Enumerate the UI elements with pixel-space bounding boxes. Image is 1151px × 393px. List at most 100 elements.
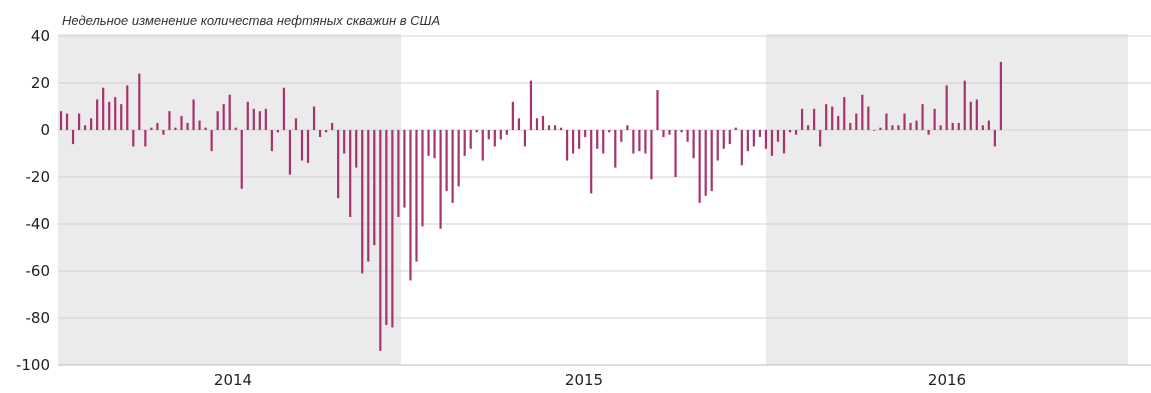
bar [367, 130, 370, 262]
bar [668, 130, 671, 135]
bar [282, 87, 286, 130]
bar [987, 120, 990, 130]
bar [252, 108, 255, 130]
bar [861, 94, 864, 130]
bar [294, 118, 298, 130]
bar [168, 111, 171, 130]
bar [547, 125, 551, 130]
bar [891, 125, 894, 130]
bar [451, 130, 454, 203]
bar [234, 127, 237, 130]
bar [65, 113, 69, 130]
bar [246, 101, 249, 130]
bar [782, 130, 786, 154]
bar [921, 104, 924, 130]
bar [174, 127, 177, 130]
bar [343, 130, 346, 154]
bar [993, 130, 996, 147]
bar [216, 111, 219, 130]
bar [487, 130, 490, 140]
bar [355, 130, 358, 168]
bar [150, 127, 153, 130]
bar [566, 130, 569, 161]
bar [800, 108, 804, 130]
bar [596, 130, 599, 149]
bar [240, 130, 243, 189]
bar [813, 108, 816, 130]
bar [662, 130, 665, 138]
bar [584, 130, 587, 138]
bar [885, 113, 888, 130]
bar [331, 122, 334, 130]
bar [337, 130, 340, 199]
bar [963, 80, 966, 130]
y-tick-label: -100 [16, 356, 50, 374]
bar [578, 130, 581, 149]
bar [969, 101, 972, 130]
bar [650, 130, 653, 180]
bar [957, 122, 960, 130]
bar [788, 130, 792, 133]
bar [409, 130, 412, 281]
bar [825, 104, 828, 130]
bar [180, 115, 183, 130]
bar [807, 125, 810, 130]
y-tick-label: -40 [26, 215, 51, 233]
bar [933, 108, 936, 130]
bar [349, 130, 352, 217]
bar [644, 130, 647, 154]
bar [999, 61, 1002, 130]
bar [680, 130, 683, 133]
bar [704, 130, 707, 196]
bar [138, 73, 141, 130]
bar [210, 130, 213, 152]
bar [915, 120, 918, 130]
bar [529, 80, 533, 130]
bar [475, 130, 478, 133]
bar [228, 94, 231, 130]
bar [186, 122, 189, 130]
bar [192, 99, 195, 130]
bar [626, 125, 629, 130]
bar [945, 85, 948, 130]
bar [638, 130, 641, 152]
bar [439, 130, 442, 229]
bar [102, 87, 105, 130]
bar [288, 130, 292, 175]
bar [927, 130, 930, 135]
y-tick-label: -60 [26, 262, 51, 280]
bar [421, 130, 424, 227]
bar [572, 130, 575, 154]
bar [96, 99, 99, 130]
bar [379, 130, 382, 351]
bar [523, 130, 527, 147]
bar [433, 130, 436, 159]
bar [855, 113, 858, 130]
bar [740, 130, 743, 166]
bar [975, 99, 978, 130]
bar [843, 97, 846, 130]
bar [59, 111, 63, 130]
year-band-2016 [766, 34, 1128, 365]
bar [794, 130, 798, 135]
bar [114, 97, 117, 130]
bar [602, 130, 605, 154]
x-tick-label-2015: 2015 [565, 371, 603, 389]
bar [511, 101, 514, 130]
bar [909, 122, 912, 130]
bar [656, 90, 659, 130]
x-tick-label-2016: 2016 [928, 371, 966, 389]
bar [981, 125, 984, 130]
bar [722, 130, 725, 149]
bar [517, 118, 520, 130]
bar [734, 127, 737, 130]
bar [620, 130, 623, 142]
bar [499, 130, 502, 140]
bar [415, 130, 418, 262]
bar [325, 130, 328, 133]
bar [608, 130, 611, 133]
bar [698, 130, 701, 203]
bar [716, 130, 719, 161]
bar [144, 130, 147, 147]
x-tick-label-2014: 2014 [214, 371, 252, 389]
